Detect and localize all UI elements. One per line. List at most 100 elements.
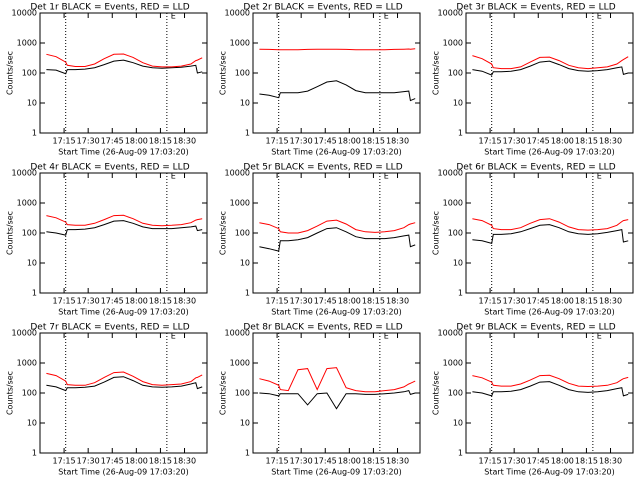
- plot-frame: [39, 332, 208, 454]
- x-tick-label: 18:00: [551, 457, 574, 466]
- y-tick-label: 10000: [12, 329, 37, 338]
- x-tick-label: 17:15: [266, 457, 289, 466]
- series-line: [259, 367, 416, 393]
- y-axis-label: Counts/sec: [219, 371, 228, 415]
- x-tick-label: 17:30: [290, 137, 313, 146]
- plot-frame: [252, 172, 421, 294]
- x-tick-label: 18:00: [551, 137, 574, 146]
- y-tick-label: 1000: [443, 359, 463, 368]
- series-line: [259, 390, 416, 410]
- y-tick-label: 10000: [12, 169, 37, 178]
- x-tick-label: 18:30: [386, 457, 409, 466]
- annotation: E: [171, 332, 176, 341]
- x-tick-label: 17:45: [527, 457, 550, 466]
- x-tick-label: 18:15: [149, 137, 172, 146]
- y-tick-label: 1: [245, 289, 250, 298]
- y-tick-label: 10000: [438, 9, 463, 18]
- series-line: [472, 381, 629, 397]
- y-tick-label: 10: [240, 259, 250, 268]
- annotation: E: [384, 172, 389, 181]
- y-tick-label: 10000: [438, 169, 463, 178]
- chart-title: Det 2r BLACK = Events, RED = LLD: [243, 3, 402, 13]
- y-tick-label: 10: [27, 259, 37, 268]
- y-tick-label: 1000: [230, 39, 250, 48]
- x-tick-label: 18:00: [125, 457, 148, 466]
- chart-title: Det 6r BLACK = Events, RED = LLD: [456, 163, 615, 173]
- x-tick-label: 17:45: [527, 297, 550, 306]
- y-tick-label: 10000: [12, 9, 37, 18]
- x-tick-label: 17:45: [101, 297, 124, 306]
- y-axis-label: Counts/sec: [432, 51, 441, 95]
- x-tick-label: 18:15: [575, 137, 598, 146]
- y-tick-label: 10: [240, 419, 250, 428]
- y-tick-label: 10000: [225, 329, 250, 338]
- annotation: E: [597, 332, 602, 341]
- y-axis-label: Counts/sec: [6, 51, 15, 95]
- annotation: E: [171, 12, 176, 21]
- x-tick-label: 18:30: [173, 297, 196, 306]
- x-tick-label: 17:45: [314, 297, 337, 306]
- chart-title: Det 5r BLACK = Events, RED = LLD: [243, 163, 402, 173]
- x-tick-label: 17:45: [101, 457, 124, 466]
- plot-frame: [465, 332, 634, 454]
- x-tick-label: 18:00: [338, 297, 361, 306]
- y-tick-label: 100: [448, 389, 463, 398]
- series-line: [46, 59, 203, 75]
- y-tick-label: 100: [448, 229, 463, 238]
- y-tick-label: 100: [22, 69, 37, 78]
- x-tick-label: 18:15: [149, 457, 172, 466]
- x-axis-label: Start Time (26-Aug-09 17:03:20): [484, 308, 615, 317]
- chart-title: Det 4r BLACK = Events, RED = LLD: [30, 163, 189, 173]
- y-tick-label: 1: [245, 129, 250, 138]
- y-axis-label: Counts/sec: [6, 371, 15, 415]
- y-tick-label: 1000: [443, 199, 463, 208]
- x-tick-label: 17:30: [77, 457, 100, 466]
- series-line: [46, 220, 203, 236]
- x-tick-label: 18:15: [575, 457, 598, 466]
- y-tick-label: 10000: [225, 169, 250, 178]
- y-tick-label: 10000: [438, 329, 463, 338]
- y-tick-label: 100: [448, 69, 463, 78]
- x-tick-label: 17:15: [53, 137, 76, 146]
- x-tick-label: 18:00: [125, 297, 148, 306]
- plot-frame: [465, 172, 634, 294]
- y-tick-label: 1: [245, 449, 250, 458]
- y-tick-label: 10: [453, 419, 463, 428]
- series-line: [472, 60, 629, 76]
- y-tick-label: 100: [22, 389, 37, 398]
- series-line: [46, 376, 203, 392]
- x-tick-label: 18:00: [338, 137, 361, 146]
- y-tick-label: 100: [235, 69, 250, 78]
- plot-frame: [252, 12, 421, 134]
- x-axis-label: Start Time (26-Aug-09 17:03:20): [271, 148, 402, 157]
- x-tick-label: 18:30: [173, 457, 196, 466]
- x-tick-label: 18:15: [149, 297, 172, 306]
- y-axis-label: Counts/sec: [6, 211, 15, 255]
- y-tick-label: 10: [27, 419, 37, 428]
- x-tick-label: 17:15: [479, 137, 502, 146]
- x-tick-label: 17:30: [503, 457, 526, 466]
- chart-title: Det 1r BLACK = Events, RED = LLD: [30, 3, 189, 13]
- annotation: E: [597, 12, 602, 21]
- x-tick-label: 18:30: [599, 457, 622, 466]
- y-tick-label: 1: [32, 289, 37, 298]
- x-tick-label: 17:15: [479, 457, 502, 466]
- y-tick-label: 10: [453, 99, 463, 108]
- y-tick-label: 1000: [230, 359, 250, 368]
- x-tick-label: 17:15: [266, 137, 289, 146]
- x-tick-label: 17:45: [314, 137, 337, 146]
- x-tick-label: 18:30: [386, 137, 409, 146]
- series-line: [472, 55, 629, 70]
- x-tick-label: 18:30: [386, 297, 409, 306]
- x-tick-label: 18:00: [551, 297, 574, 306]
- series-line: [472, 374, 629, 388]
- y-tick-label: 1000: [17, 39, 37, 48]
- annotation: E: [384, 12, 389, 21]
- x-axis-label: Start Time (26-Aug-09 17:03:20): [271, 308, 402, 317]
- x-tick-label: 17:15: [53, 297, 76, 306]
- annotation: E: [597, 172, 602, 181]
- series-line: [46, 371, 203, 386]
- y-axis-label: Counts/sec: [432, 371, 441, 415]
- x-tick-label: 18:15: [575, 297, 598, 306]
